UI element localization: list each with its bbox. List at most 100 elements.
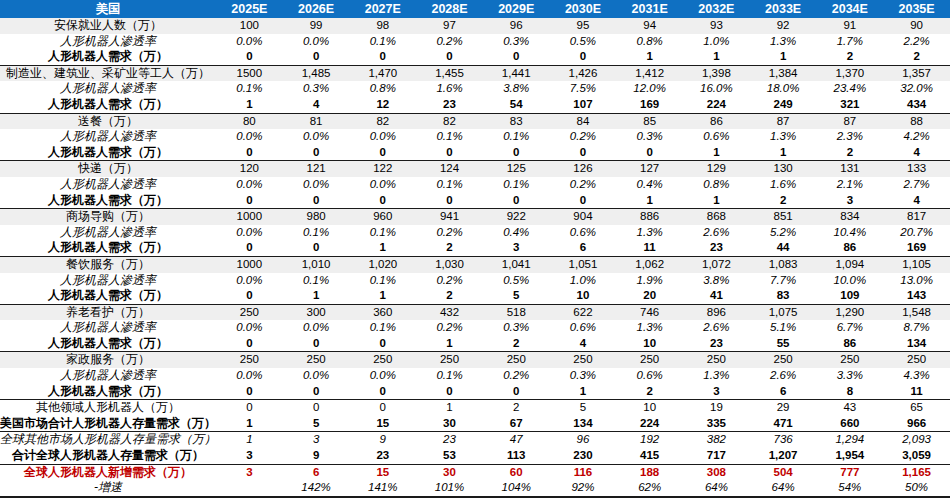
value-cell: 0: [216, 400, 283, 416]
value-cell: 6: [550, 240, 617, 256]
value-cell: 7.7%: [750, 273, 817, 289]
value-cell: 129: [683, 161, 750, 177]
table-row: 人形机器人渗透率0.0%0.1%0.1%0.2%0.5%1.0%1.9%3.8%…: [0, 273, 950, 289]
table-row: 人形机器人渗透率0.0%0.1%0.1%0.2%0.4%0.6%1.3%2.6%…: [0, 225, 950, 241]
value-cell: 0.0%: [349, 129, 416, 145]
value-cell: 96: [550, 432, 617, 448]
value-cell: 896: [683, 304, 750, 320]
value-cell: 0.0%: [283, 177, 350, 193]
value-cell: 8.7%: [883, 320, 950, 336]
value-cell: 50%: [883, 480, 950, 497]
value-cell: 0.1%: [349, 320, 416, 336]
value-cell: 0: [216, 240, 283, 256]
table-row: 人形机器人需求（万）00000011122: [0, 49, 950, 65]
value-cell: 11: [616, 240, 683, 256]
value-cell: 0: [483, 384, 550, 400]
year-header: 2031E: [616, 0, 683, 18]
value-cell: 1: [616, 49, 683, 65]
table-row: 全球其他市场人形机器人存量需求（万）1392347961923827361,29…: [0, 432, 950, 448]
value-cell: 3: [816, 193, 883, 209]
table-row: 商场导购（万）100098096094192290488686885183481…: [0, 209, 950, 225]
row-label: 人形机器人渗透率: [0, 273, 216, 289]
value-cell: 0: [283, 336, 350, 352]
value-cell: 0.2%: [416, 273, 483, 289]
value-cell: 1,384: [750, 65, 817, 81]
value-cell: 53: [416, 448, 483, 464]
value-cell: 0.0%: [216, 273, 283, 289]
value-cell: 0: [349, 336, 416, 352]
value-cell: 0: [349, 384, 416, 400]
value-cell: 1,094: [816, 256, 883, 272]
value-cell: 0.0%: [216, 368, 283, 384]
value-cell: 2: [483, 336, 550, 352]
table-row: 送餐（万）8081828283848586878788: [0, 113, 950, 129]
value-cell: 0: [283, 193, 350, 209]
value-cell: 0: [349, 193, 416, 209]
row-label: -增速: [0, 480, 216, 497]
value-cell: 1,083: [750, 256, 817, 272]
value-cell: 5: [550, 400, 617, 416]
table-row: 人形机器人渗透率0.1%0.3%0.8%1.6%3.8%7.5%12.0%16.…: [0, 81, 950, 97]
value-cell: 0: [349, 49, 416, 65]
value-cell: 19: [683, 400, 750, 416]
value-cell: 0: [483, 145, 550, 161]
value-cell: 0: [349, 400, 416, 416]
value-cell: 133: [883, 161, 950, 177]
value-cell: 321: [816, 97, 883, 113]
row-label: 餐饮服务（万）: [0, 256, 216, 272]
value-cell: 0.6%: [550, 320, 617, 336]
value-cell: 250: [883, 352, 950, 368]
value-cell: 10: [616, 336, 683, 352]
value-cell: 1000: [216, 256, 283, 272]
value-cell: 8: [816, 384, 883, 400]
value-cell: 622: [550, 304, 617, 320]
year-header: 2030E: [550, 0, 617, 18]
value-cell: 13.0%: [883, 273, 950, 289]
value-cell: 81: [283, 113, 350, 129]
row-label: 人形机器人需求（万）: [0, 97, 216, 113]
value-cell: 5.2%: [750, 225, 817, 241]
value-cell: 2: [416, 288, 483, 304]
value-cell: 86: [816, 336, 883, 352]
value-cell: 1,412: [616, 65, 683, 81]
value-cell: 0.0%: [349, 177, 416, 193]
value-cell: 84: [550, 113, 617, 129]
value-cell: 1,030: [416, 256, 483, 272]
value-cell: 4: [883, 193, 950, 209]
value-cell: 0.3%: [483, 320, 550, 336]
value-cell: 86: [683, 113, 750, 129]
value-cell: 54%: [816, 480, 883, 497]
value-cell: 131: [816, 161, 883, 177]
value-cell: 250: [816, 352, 883, 368]
value-cell: 0: [550, 193, 617, 209]
value-cell: 0.1%: [349, 225, 416, 241]
value-cell: 1,294: [816, 432, 883, 448]
value-cell: 1,075: [750, 304, 817, 320]
table-row: 快递（万）120121122124125126127129130131133: [0, 161, 950, 177]
row-label: 其他领域人形机器人（万）: [0, 400, 216, 416]
value-cell: 1.7%: [816, 34, 883, 50]
row-label: 人形机器人渗透率: [0, 34, 216, 50]
row-label: 人形机器人需求（万）: [0, 49, 216, 65]
row-label: 商场导购（万）: [0, 209, 216, 225]
value-cell: 0: [416, 145, 483, 161]
value-cell: 23: [416, 432, 483, 448]
value-cell: 0.3%: [616, 129, 683, 145]
table-row: 制造业、建筑业、采矿业等工人（万）15001,4851,4701,4551,44…: [0, 65, 950, 81]
value-cell: 1.6%: [416, 81, 483, 97]
forecast-table: 美国 2025E2026E2027E2028E2029E2030E2031E20…: [0, 0, 950, 498]
row-label: 人形机器人渗透率: [0, 177, 216, 193]
value-cell: 82: [349, 113, 416, 129]
value-cell: 736: [750, 432, 817, 448]
value-cell: 143: [883, 288, 950, 304]
value-cell: 83: [750, 288, 817, 304]
value-cell: 0.0%: [216, 129, 283, 145]
value-cell: 1: [750, 49, 817, 65]
table-row: 全球人形机器人新增需求（万）361530601161883085047771,1…: [0, 464, 950, 480]
table-row: 美国市场合计人形机器人存量需求（万）1515306713422433547166…: [0, 416, 950, 432]
value-cell: 777: [816, 464, 883, 480]
value-cell: 116: [550, 464, 617, 480]
value-cell: 3.8%: [483, 81, 550, 97]
value-cell: 80: [216, 113, 283, 129]
value-cell: 308: [683, 464, 750, 480]
